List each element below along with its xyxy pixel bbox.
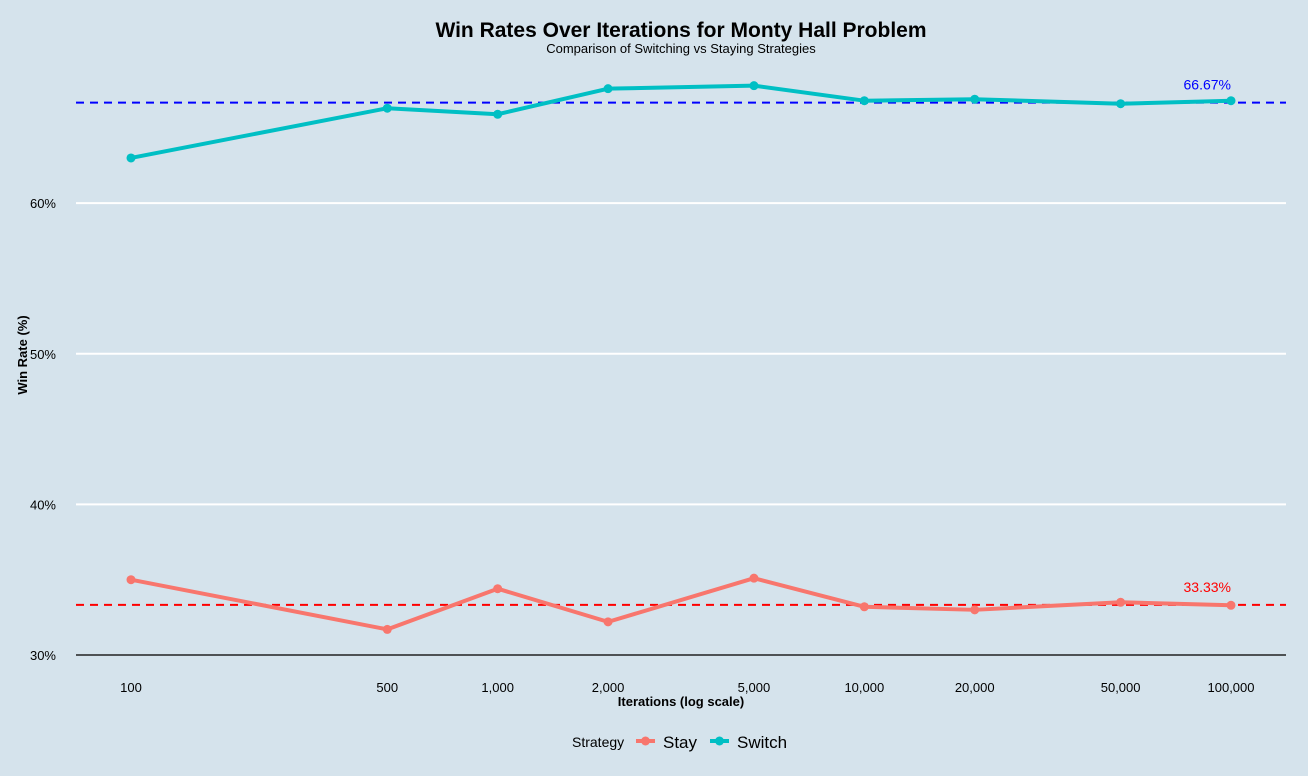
y-tick-label: 40% [30, 497, 56, 512]
data-point [1116, 99, 1126, 109]
x-tick-label: 1,000 [481, 680, 514, 695]
legend-swatch-point [641, 736, 650, 746]
data-point [1226, 96, 1236, 106]
chart-title: Win Rates Over Iterations for Monty Hall… [435, 19, 926, 42]
data-point [1226, 600, 1236, 610]
data-point [382, 624, 392, 634]
data-point [859, 96, 869, 106]
y-tick-label: 50% [30, 347, 56, 362]
legend: Strategy Stay Switch [572, 733, 787, 752]
x-tick-label: 2,000 [592, 680, 625, 695]
data-point [126, 575, 136, 585]
legend-title: Strategy [572, 734, 624, 750]
y-tick-label: 30% [30, 648, 56, 663]
legend-label: Switch [737, 733, 787, 752]
x-tick-label: 50,000 [1101, 680, 1141, 695]
data-point [493, 109, 503, 119]
data-point [970, 94, 980, 104]
data-point [603, 617, 613, 627]
legend-swatch-point [715, 736, 724, 746]
data-point [749, 81, 759, 91]
x-tick-label: 100 [120, 680, 142, 695]
data-point [603, 84, 613, 94]
x-axis-ticks: 100 500 1,000 2,000 5,000 10,000 20,000 50,000 1… [120, 680, 1254, 695]
data-point [749, 573, 759, 583]
x-tick-label: 500 [376, 680, 398, 695]
data-point [382, 103, 392, 113]
data-point [970, 605, 980, 615]
x-tick-label: 100,000 [1208, 680, 1255, 695]
reference-line-label: 33.33% [1184, 579, 1231, 595]
chart-subtitle: Comparison of Switching vs Staying Strat… [546, 41, 816, 56]
y-axis-ticks: 30% 40% 50% 60% [30, 196, 56, 663]
reference-line-label: 66.67% [1184, 77, 1231, 93]
data-point [1116, 597, 1126, 607]
series-line [130, 83, 1232, 160]
x-axis-label: Iterations (log scale) [618, 694, 744, 709]
grid-lines [76, 202, 1286, 506]
data-point [493, 584, 503, 594]
x-tick-label: 10,000 [844, 680, 884, 695]
reference-lines: 66.67% 33.33% [76, 77, 1286, 606]
series-layer [126, 81, 1236, 634]
data-point [859, 602, 869, 612]
y-tick-label: 60% [30, 196, 56, 211]
y-axis-label: Win Rate (%) [15, 315, 30, 394]
legend-label: Stay [663, 733, 698, 752]
series-line [130, 576, 1232, 632]
x-tick-label: 20,000 [955, 680, 995, 695]
x-tick-label: 5,000 [738, 680, 771, 695]
data-point [126, 153, 136, 163]
